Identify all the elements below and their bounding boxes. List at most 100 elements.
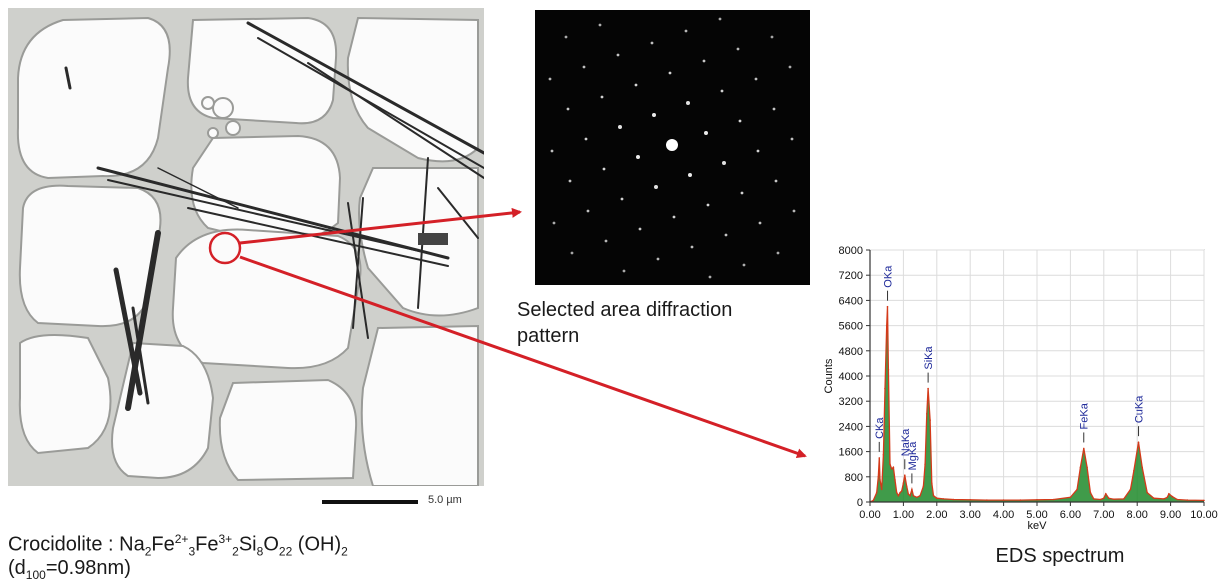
spectrum-point (942, 498, 945, 500)
diffraction-spot (586, 209, 590, 213)
formula-text-o: O (263, 533, 279, 556)
y-tick-label: 2400 (839, 421, 863, 433)
eds-grid (869, 249, 1205, 503)
spectrum-point (929, 419, 931, 421)
spectrum-point (872, 499, 875, 502)
spectrum-point (900, 490, 903, 492)
diffraction-spot (656, 257, 660, 261)
peak-label: OKa (883, 265, 895, 288)
x-tick-label: 9.00 (1160, 509, 1181, 521)
diffraction-spot (788, 65, 792, 69)
formula-sub-fe2: 3 (188, 544, 196, 559)
diffraction-spot (638, 227, 642, 231)
x-tick-label: 10.00 (1190, 509, 1218, 521)
diffraction-spot (770, 35, 774, 39)
diffraction-spot (570, 251, 574, 255)
spectrum-point (1076, 488, 1078, 491)
spectrum-point (1166, 496, 1169, 499)
x-tick-label: 3.00 (959, 509, 980, 521)
spectrum-point (1168, 493, 1170, 495)
eds-axes: 0 800 1600 2400 3200 4000 4800 5600 6400 7200 8000… (823, 245, 1218, 530)
diffraction-spot (634, 83, 638, 87)
diffraction-spot (598, 23, 602, 27)
spectrum-point (1019, 499, 1022, 501)
diffraction-spot (790, 137, 794, 141)
spacing-text-1: (d (8, 557, 26, 579)
spectrum-point (969, 499, 971, 501)
spectrum-point (932, 494, 935, 497)
diffraction-spot (708, 275, 712, 279)
formula-text-si: Si (238, 533, 257, 556)
spectrum-point (916, 496, 918, 499)
y-axis-label: Counts (823, 358, 835, 393)
diffraction-spot (652, 113, 656, 117)
spectrum-point (1153, 497, 1155, 500)
spectrum-point (911, 488, 913, 491)
spectrum-point (1099, 498, 1102, 501)
x-tick-label: 4.00 (993, 509, 1014, 521)
diffraction-spot (736, 47, 740, 51)
spectrum-point (895, 491, 898, 494)
spectrum-point (879, 479, 881, 481)
formula-sub-fe3: 2 (232, 544, 239, 559)
spectrum-point (1133, 469, 1135, 472)
spectrum-point (880, 488, 883, 491)
x-tick-label: 6.00 (1060, 509, 1081, 521)
spectrum-point (912, 494, 915, 497)
x-axis-label: keV (1028, 520, 1048, 530)
eds-spectrum-chart: 0 800 1600 2400 3200 4000 4800 5600 6400 7200 8000… (823, 245, 1218, 530)
peak-label: FeKa (1079, 402, 1091, 429)
diffraction-spot (582, 65, 586, 69)
diffraction-spot (602, 167, 606, 171)
diffraction-spot (776, 251, 780, 255)
spectrum-point (877, 476, 880, 478)
y-tick-label: 3200 (839, 396, 863, 408)
diffraction-spot (618, 125, 622, 129)
spacing-text-2: =0.98nm) (45, 557, 131, 579)
x-tick-label: 8.00 (1126, 509, 1147, 521)
peak-label: CKa (874, 417, 886, 439)
spectrum-point (1002, 499, 1005, 501)
spectrum-point (894, 479, 896, 481)
spectrum-point (1171, 495, 1174, 498)
eds-spectrum-line (869, 305, 1205, 503)
formula-text-oh: (OH) (292, 533, 342, 556)
y-tick-label: 5600 (839, 321, 863, 333)
diffraction-spot (704, 131, 708, 135)
spectrum-point (1108, 497, 1110, 500)
diffraction-spot (600, 95, 604, 99)
diffraction-spot (552, 221, 556, 225)
diffraction-spot (622, 269, 626, 273)
diffraction-spot (754, 77, 758, 81)
spectrum-point (1069, 496, 1072, 499)
diffraction-spot (702, 59, 706, 63)
spectrum-point (922, 485, 925, 488)
y-tick-label: 7200 (839, 270, 863, 282)
spectrum-point (1105, 493, 1107, 495)
peak-label: SiKa (923, 345, 935, 369)
diffraction-spot (722, 161, 726, 165)
diffraction-spot (792, 209, 796, 213)
diffraction-spot (742, 263, 746, 267)
formula-text-fe2: Fe (151, 533, 175, 556)
diffraction-spot (604, 239, 608, 243)
diffraction-spot (668, 71, 672, 75)
diffraction-spot (690, 245, 694, 249)
spectrum-point (909, 494, 911, 497)
x-tick-label: 5.00 (1026, 509, 1047, 521)
diffraction-spot (738, 119, 742, 123)
formula-text-1: Crocidolite : Na (8, 533, 145, 556)
y-tick-label: 0 (857, 497, 863, 509)
spectrum-point (1083, 447, 1085, 450)
spectrum-point (1163, 498, 1165, 500)
spectrum-point (952, 498, 955, 501)
y-tick-label: 4000 (839, 371, 863, 383)
spectrum-point (1203, 499, 1205, 502)
spectrum-point (878, 457, 881, 459)
spectrum-point (1186, 499, 1189, 501)
diffraction-spot (706, 203, 710, 207)
diffraction-spot (720, 89, 724, 93)
y-tick-label: 1600 (839, 447, 863, 459)
